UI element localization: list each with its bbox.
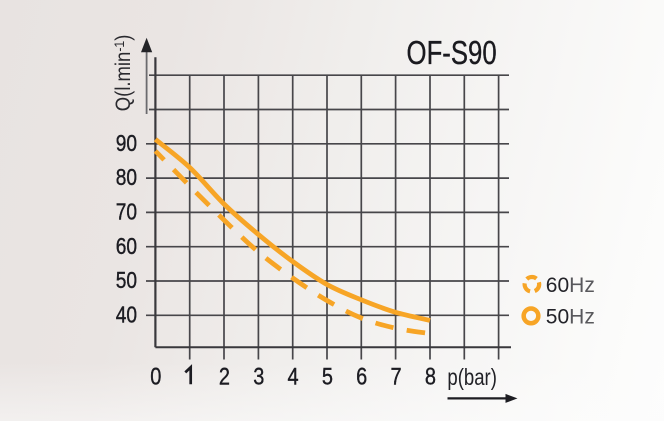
svg-text:4: 4 xyxy=(288,362,299,389)
svg-text:90: 90 xyxy=(116,130,137,156)
svg-text:7: 7 xyxy=(390,362,401,389)
svg-text:Q(l.min-1): Q(l.min-1) xyxy=(111,35,135,112)
svg-text:8: 8 xyxy=(425,362,436,389)
svg-text:6: 6 xyxy=(356,362,367,389)
svg-text:60Hz: 60Hz xyxy=(546,274,595,297)
svg-text:50Hz: 50Hz xyxy=(546,306,595,329)
svg-text:60: 60 xyxy=(116,233,137,259)
svg-text:70: 70 xyxy=(116,199,137,225)
svg-text:p(bar): p(bar) xyxy=(447,365,496,391)
svg-text:50: 50 xyxy=(116,267,137,293)
svg-text:5: 5 xyxy=(322,362,333,389)
svg-text:2: 2 xyxy=(219,362,230,389)
svg-text:80: 80 xyxy=(116,164,137,190)
svg-text:0: 0 xyxy=(150,362,161,389)
svg-text:40: 40 xyxy=(116,302,137,328)
svg-text:3: 3 xyxy=(253,362,264,389)
svg-text:OF-S90: OF-S90 xyxy=(407,35,497,72)
